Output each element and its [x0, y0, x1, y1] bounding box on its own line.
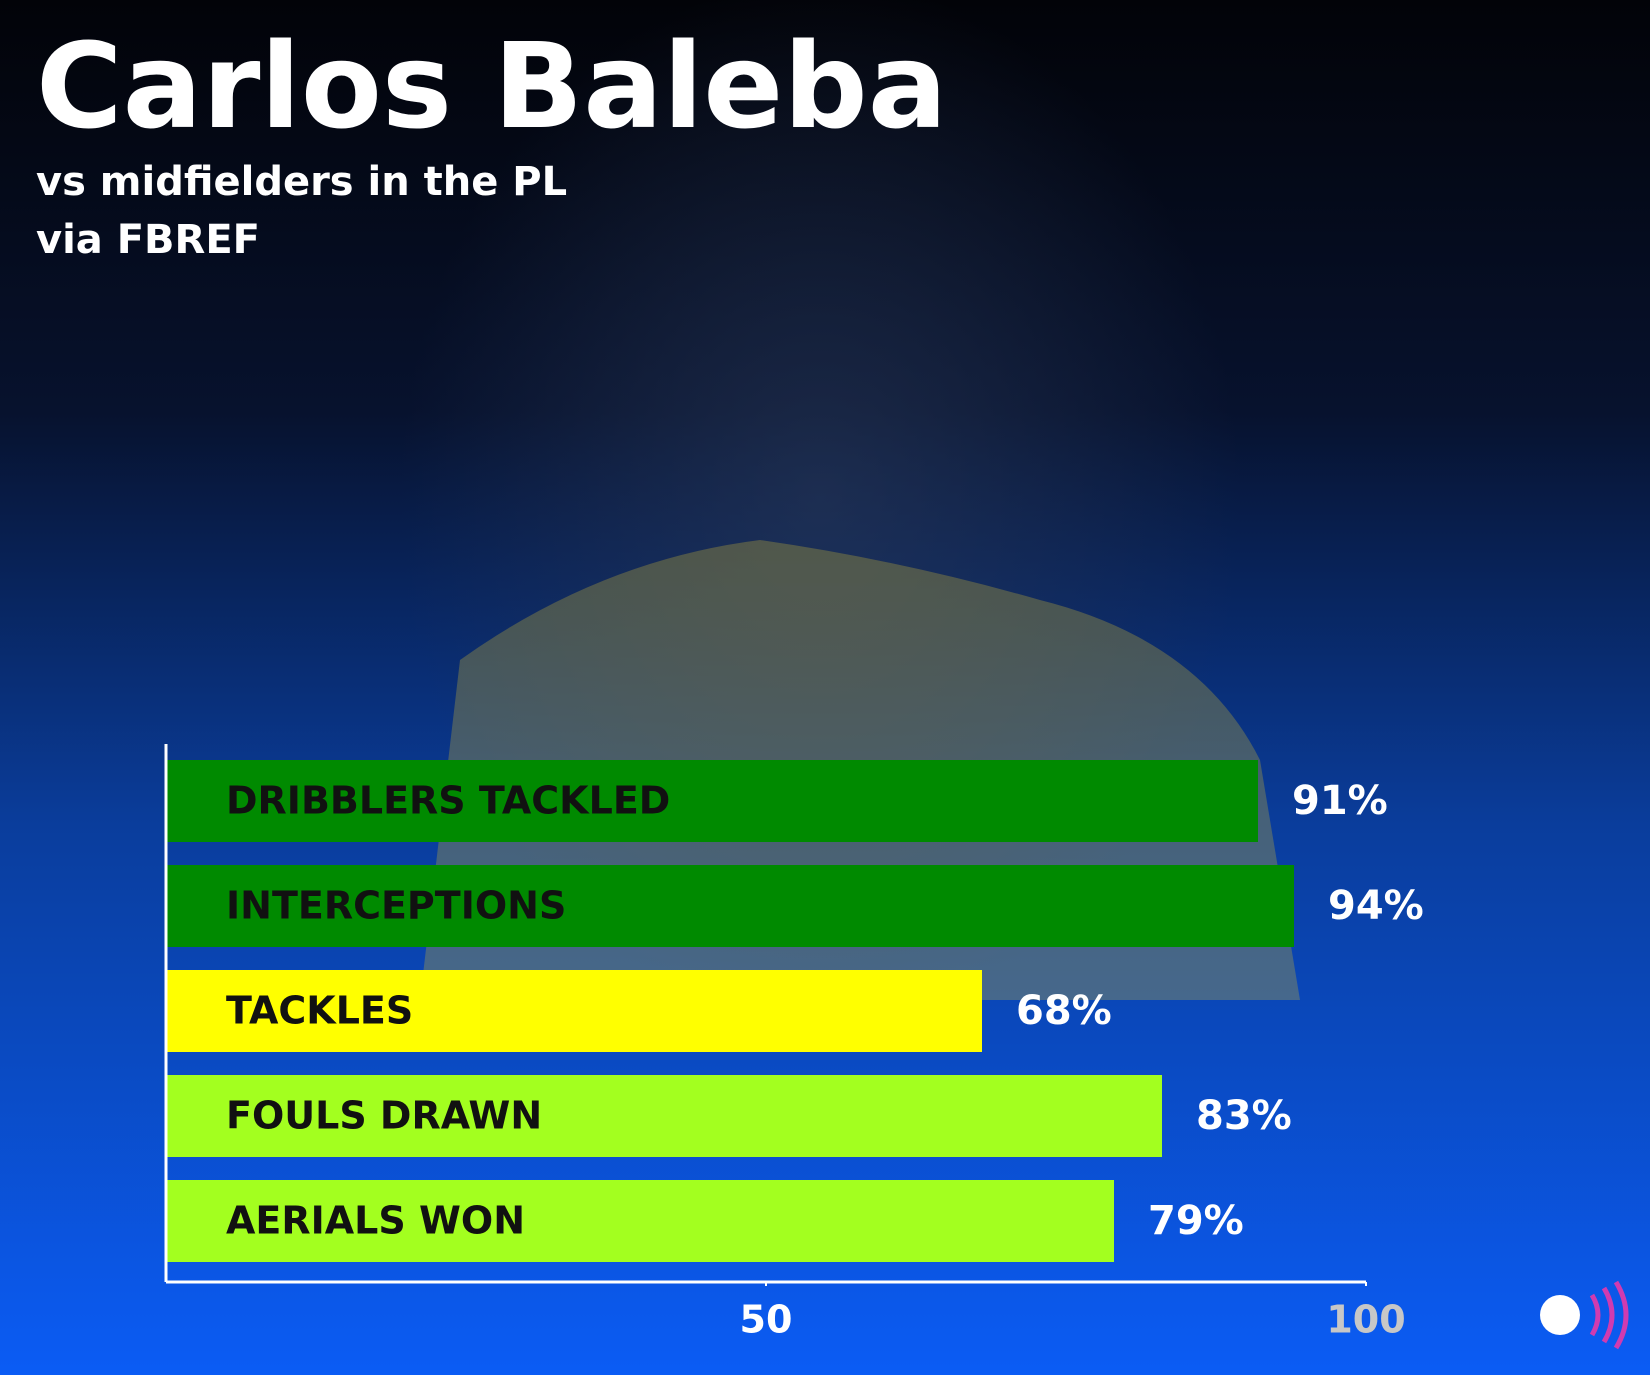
- subtitle: vs midfielders in the PL: [36, 159, 567, 205]
- bar-label: TACKLES: [226, 989, 413, 1033]
- x-tick-label: 100: [1326, 1298, 1405, 1342]
- value-label: 83%: [1196, 1093, 1292, 1139]
- chart-title: Carlos Baleba: [36, 17, 947, 155]
- value-label: 94%: [1328, 883, 1424, 929]
- value-label: 79%: [1148, 1198, 1244, 1244]
- bar: [166, 1180, 1114, 1262]
- logo: [1540, 1280, 1629, 1350]
- subtitle: via FBREF: [36, 217, 260, 263]
- bar-label: AERIALS WON: [226, 1199, 525, 1243]
- x-tick-label: 50: [740, 1298, 793, 1342]
- bar: [166, 970, 982, 1052]
- value-label: 68%: [1016, 988, 1112, 1034]
- bar-label: DRIBBLERS TACKLED: [226, 779, 670, 823]
- bar: [166, 760, 1258, 842]
- bar-label: INTERCEPTIONS: [226, 884, 566, 928]
- bar: [166, 865, 1294, 947]
- value-label: 91%: [1292, 778, 1388, 824]
- bar: [166, 1075, 1162, 1157]
- bar-label: FOULS DRAWN: [226, 1094, 542, 1138]
